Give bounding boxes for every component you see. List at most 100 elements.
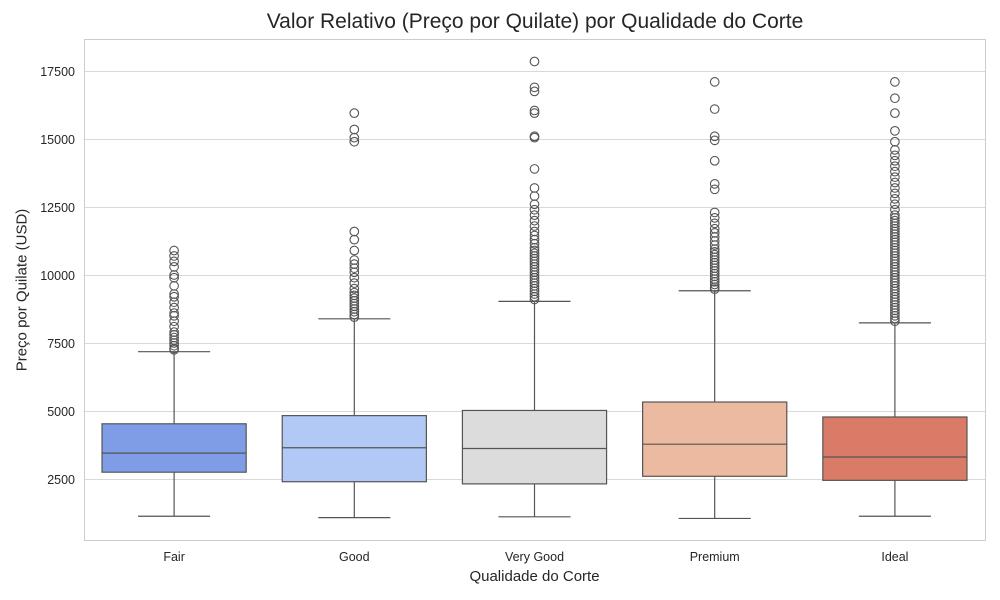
y-tick-label: 2500 (47, 473, 75, 487)
iqr-box (461, 409, 608, 485)
outlier-point (529, 210, 540, 221)
x-tick-label: Good (339, 550, 370, 564)
outlier-point (349, 278, 360, 289)
outlier-point (709, 135, 720, 146)
iqr-box (642, 401, 788, 477)
outlier-point (529, 226, 540, 237)
x-tick-label: Very Good (505, 550, 564, 564)
outlier-point (349, 290, 360, 301)
box-fair (101, 245, 247, 517)
outlier-point (709, 218, 720, 229)
outlier-point (529, 164, 540, 174)
outlier-point (890, 77, 900, 87)
tick-labels: 2500 5000 7500 10000 12500 15000 17500 Fair Good… (40, 65, 908, 564)
outlier-point (890, 125, 900, 136)
outlier-point (169, 327, 179, 337)
outlier-point (349, 245, 360, 256)
chart-title: Valor Relativo (Preço por Quilate) por Q… (266, 10, 804, 33)
outlier-point (890, 161, 900, 172)
outlier-point (169, 256, 179, 267)
outlier-point (890, 155, 900, 166)
outlier-point (890, 93, 900, 104)
outlier-point (709, 131, 720, 142)
outlier-point (709, 104, 720, 114)
outlier-point (890, 199, 900, 210)
outlier-point (709, 184, 720, 195)
y-tick-label: 12500 (40, 201, 75, 215)
outlier-point (529, 86, 540, 97)
box-premium (642, 77, 788, 520)
outlier-point (890, 145, 900, 155)
y-axis-label: Preço por Quilate (USD) (13, 208, 31, 372)
box-very-good (461, 56, 608, 518)
outlier-point (349, 255, 360, 265)
outlier-point (709, 247, 720, 257)
outlier-point (349, 226, 360, 237)
iqr-box (101, 423, 247, 473)
outlier-point (529, 248, 540, 259)
x-tick-label: Fair (163, 550, 185, 564)
outlier-point (169, 281, 179, 291)
plot-frame (84, 39, 986, 541)
outlier-point (709, 77, 720, 87)
outlier-point (169, 251, 179, 261)
outlier-point (529, 191, 540, 201)
y-tick-label: 7500 (47, 337, 75, 351)
y-tick-label: 10000 (40, 269, 75, 283)
outlier-point (709, 155, 720, 166)
y-tick-label: 5000 (47, 405, 75, 419)
box-ideal (822, 77, 968, 517)
outlier-point (529, 230, 540, 241)
outlier-point (529, 82, 540, 93)
outlier-point (169, 302, 179, 313)
outlier-point (169, 291, 179, 302)
outlier-point (169, 245, 179, 256)
outlier-point (709, 213, 720, 223)
outlier-point (349, 287, 360, 298)
iqr-box (822, 416, 968, 481)
outlier-point (349, 124, 360, 135)
outlier-point (890, 183, 900, 193)
outlier-point (349, 272, 360, 283)
outlier-point (169, 261, 179, 272)
x-axis-label: Qualidade do Corte (469, 568, 600, 585)
x-tick-label: Ideal (881, 550, 908, 564)
outlier-point (709, 249, 720, 260)
x-tick-label: Premium (690, 550, 740, 564)
outlier-point (890, 193, 900, 204)
outlier-point (169, 272, 179, 283)
outlier-point (349, 136, 360, 147)
outlier-point (529, 105, 540, 116)
outlier-point (709, 207, 720, 218)
outlier-point (529, 108, 540, 119)
outlier-point (709, 179, 720, 189)
outlier-point (349, 283, 360, 294)
outlier-point (529, 215, 540, 226)
outlier-point (890, 177, 900, 188)
outlier-point (890, 166, 900, 177)
outlier-point (169, 308, 179, 318)
outlier-point (890, 136, 900, 147)
outlier-point (529, 56, 540, 67)
outlier-point (529, 204, 540, 215)
outlier-point (890, 204, 900, 215)
outlier-point (709, 223, 720, 234)
outlier-point (890, 188, 900, 199)
outlier-point (529, 183, 540, 193)
boxes (101, 56, 968, 520)
outlier-point (349, 234, 360, 245)
outlier-point (529, 245, 540, 256)
outlier-point (349, 259, 360, 269)
outlier-point (890, 215, 900, 226)
outlier-point (169, 332, 179, 343)
outlier-point (169, 321, 179, 332)
outlier-point (890, 150, 900, 161)
y-tick-label: 15000 (40, 133, 75, 147)
outlier-point (349, 108, 360, 119)
box-good (281, 108, 427, 519)
outlier-point (349, 293, 360, 303)
outlier-point (890, 172, 900, 182)
outlier-point (529, 131, 540, 142)
y-tick-label: 17500 (40, 65, 75, 79)
